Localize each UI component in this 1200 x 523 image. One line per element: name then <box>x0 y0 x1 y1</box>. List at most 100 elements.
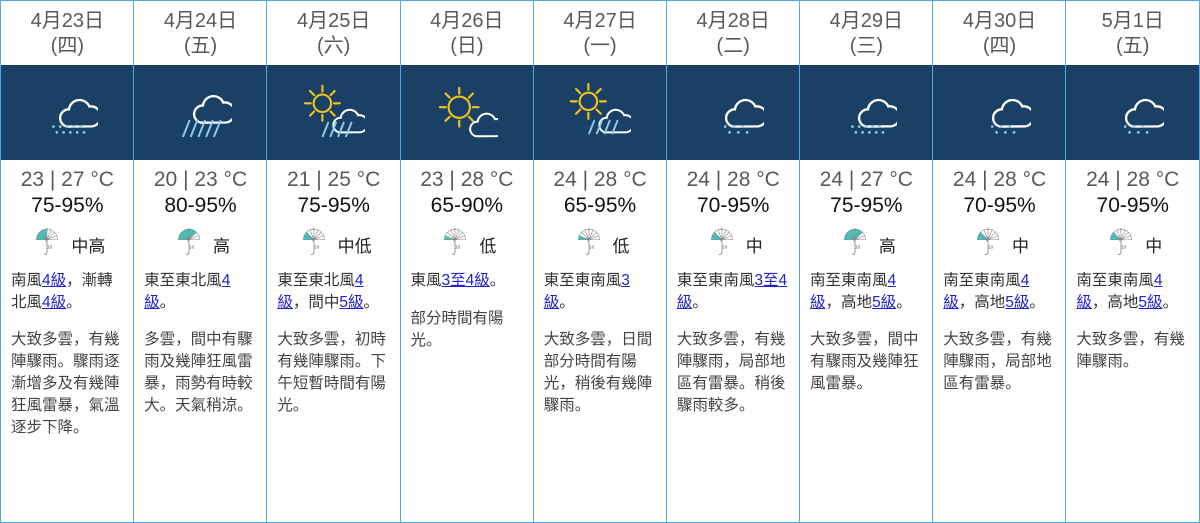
svg-text:10: 10 <box>855 244 861 250</box>
nine-day-forecast: 4月23日 (四) 23 | 27 °C 75-95% 10 中高 南風4級，漸… <box>0 0 1200 523</box>
weather-icon <box>303 82 365 144</box>
date-label: 4月26日 <box>403 9 532 34</box>
weather-icon <box>702 82 764 144</box>
temperature-label: 24 | 28 °C <box>933 160 1066 194</box>
wind-description: 南至東南風4級，高地5級。 <box>800 270 933 321</box>
rain-chance-indicator: 10 高 <box>134 226 267 270</box>
temperature-label: 21 | 25 °C <box>267 160 400 194</box>
wind-description: 東至東北風4級。 <box>134 270 267 321</box>
weather-icon-container <box>134 65 267 160</box>
rain-chance-indicator: 10 中 <box>667 226 800 270</box>
day-card: 4月25日 (六) 21 | 25 °C 75-95% 10 中低 東至東北風4… <box>266 0 401 523</box>
rain-level-label: 中 <box>746 232 763 257</box>
temperature-label: 20 | 23 °C <box>134 160 267 194</box>
rain-chance-indicator: 10 高 <box>800 226 933 270</box>
wind-description: 南至東南風4級，高地5級。 <box>1066 270 1199 321</box>
day-card: 4月23日 (四) 23 | 27 °C 75-95% 10 中高 南風4級，漸… <box>0 0 135 523</box>
weather-icon-container <box>933 65 1066 160</box>
temperature-label: 23 | 27 °C <box>1 160 134 194</box>
weather-icon-container <box>534 65 667 160</box>
weekday-label: (五) <box>1068 34 1197 59</box>
weather-description: 大致多雲，有幾陣驟雨，局部地區有雷暴。稍後驟雨較多。 <box>667 321 800 427</box>
date-label: 4月28日 <box>669 9 798 34</box>
weather-icon <box>170 82 232 144</box>
date-label: 4月27日 <box>536 9 665 34</box>
weather-icon-container <box>1066 65 1199 160</box>
wind-description: 南至東南風4級，高地5級。 <box>933 270 1066 321</box>
svg-text:10: 10 <box>314 244 320 250</box>
humidity-label: 70-95% <box>1066 194 1199 226</box>
temperature-label: 24 | 28 °C <box>1066 160 1199 194</box>
rain-chance-indicator: 10 低 <box>401 226 534 270</box>
umbrella-icon: 10 <box>970 228 1006 260</box>
weather-icon <box>36 82 98 144</box>
weather-description: 大致多雲，有幾陣驟雨，局部地區有雷暴。 <box>933 321 1066 405</box>
wind-level-link[interactable]: 5級 <box>339 294 363 311</box>
weather-description: 部分時間有陽光。 <box>401 300 534 362</box>
svg-text:10: 10 <box>722 244 728 250</box>
rain-chance-indicator: 10 中高 <box>1 226 134 270</box>
wind-description: 東風3至4級。 <box>401 270 534 300</box>
weather-description: 大致多雲，初時有幾陣驟雨。下午短暫時間有陽光。 <box>267 321 400 427</box>
weather-icon-container <box>267 65 400 160</box>
umbrella-icon: 10 <box>29 228 65 260</box>
humidity-label: 65-90% <box>401 194 534 226</box>
umbrella-icon: 10 <box>837 228 873 260</box>
umbrella-icon: 10 <box>571 228 607 260</box>
rain-level-label: 中 <box>1012 232 1029 257</box>
date-header: 4月27日 (一) <box>534 1 667 65</box>
wind-level-link[interactable]: 5級 <box>872 294 896 311</box>
date-header: 4月23日 (四) <box>1 1 134 65</box>
wind-level-link[interactable]: 4級 <box>42 272 66 289</box>
day-card: 4月26日 (日) 23 | 28 °C 65-90% 10 低 東風3至4級。… <box>400 0 535 523</box>
date-label: 4月23日 <box>3 9 132 34</box>
weekday-label: (二) <box>669 34 798 59</box>
rain-level-label: 中低 <box>338 232 372 257</box>
umbrella-icon: 10 <box>296 228 332 260</box>
weather-icon-container <box>667 65 800 160</box>
wind-description: 東至東南風3級。 <box>534 270 667 321</box>
weather-icon <box>835 82 897 144</box>
temperature-label: 24 | 28 °C <box>667 160 800 194</box>
svg-text:10: 10 <box>589 244 595 250</box>
wind-level-link[interactable]: 4級 <box>42 294 66 311</box>
weather-icon-container <box>1 65 134 160</box>
rain-chance-indicator: 10 中低 <box>267 226 400 270</box>
humidity-label: 75-95% <box>800 194 933 226</box>
wind-level-link[interactable]: 3至4級 <box>442 272 490 289</box>
wind-level-link[interactable]: 3級 <box>544 272 630 311</box>
rain-level-label: 中高 <box>71 232 105 257</box>
day-card: 4月30日 (四) 24 | 28 °C 70-95% 10 中 南至東南風4級… <box>932 0 1067 523</box>
humidity-label: 70-95% <box>667 194 800 226</box>
temperature-label: 23 | 28 °C <box>401 160 534 194</box>
temperature-label: 24 | 28 °C <box>534 160 667 194</box>
wind-level-link[interactable]: 5級 <box>1138 294 1162 311</box>
date-label: 5月1日 <box>1068 9 1197 34</box>
date-header: 4月24日 (五) <box>134 1 267 65</box>
date-header: 4月25日 (六) <box>267 1 400 65</box>
weather-icon <box>569 82 631 144</box>
umbrella-icon: 10 <box>704 228 740 260</box>
day-card: 4月27日 (一) 24 | 28 °C 65-95% 10 低 東至東南風3級… <box>533 0 668 523</box>
svg-text:10: 10 <box>1121 244 1127 250</box>
wind-level-link[interactable]: 5級 <box>1005 294 1029 311</box>
weekday-label: (一) <box>536 34 665 59</box>
svg-text:10: 10 <box>455 244 461 250</box>
wind-level-link[interactable]: 3至4級 <box>677 272 787 311</box>
rain-level-label: 低 <box>613 232 630 257</box>
day-card: 5月1日 (五) 24 | 28 °C 70-95% 10 中 南至東南風4級，… <box>1065 0 1200 523</box>
umbrella-icon: 10 <box>1103 228 1139 260</box>
wind-level-link[interactable]: 4級 <box>144 272 230 311</box>
weekday-label: (五) <box>136 34 265 59</box>
day-card: 4月29日 (三) 24 | 27 °C 75-95% 10 高 南至東南風4級… <box>799 0 934 523</box>
weekday-label: (三) <box>802 34 931 59</box>
date-label: 4月30日 <box>935 9 1064 34</box>
date-header: 4月30日 (四) <box>933 1 1066 65</box>
wind-description: 東至東南風3至4級。 <box>667 270 800 321</box>
weather-icon <box>1102 82 1164 144</box>
day-card: 4月24日 (五) 20 | 23 °C 80-95% 10 高 東至東北風4級… <box>133 0 268 523</box>
svg-text:10: 10 <box>988 244 994 250</box>
date-header: 4月28日 (二) <box>667 1 800 65</box>
humidity-label: 75-95% <box>1 194 134 226</box>
umbrella-icon: 10 <box>437 228 473 260</box>
